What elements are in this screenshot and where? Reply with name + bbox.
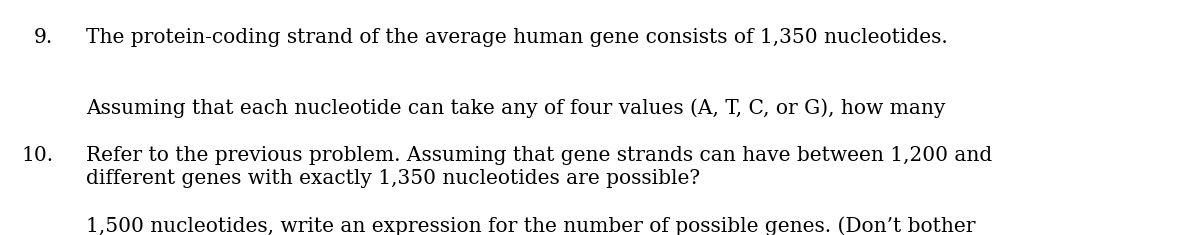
Text: Refer to the previous problem. Assuming that gene strands can have between 1,200: Refer to the previous problem. Assuming … [86, 146, 992, 165]
Text: 10.: 10. [22, 146, 54, 165]
Text: 1,500 nucleotides, write an expression for the number of possible genes. (Don’t : 1,500 nucleotides, write an expression f… [86, 216, 976, 235]
Text: 9.: 9. [34, 28, 53, 47]
Text: The protein-coding strand of the average human gene consists of 1,350 nucleotide: The protein-coding strand of the average… [86, 28, 948, 47]
Text: Assuming that each nucleotide can take any of four values (A, T, C, or G), how m: Assuming that each nucleotide can take a… [86, 99, 946, 118]
Text: different genes with exactly 1,350 nucleotides are possible?: different genes with exactly 1,350 nucle… [86, 169, 701, 188]
